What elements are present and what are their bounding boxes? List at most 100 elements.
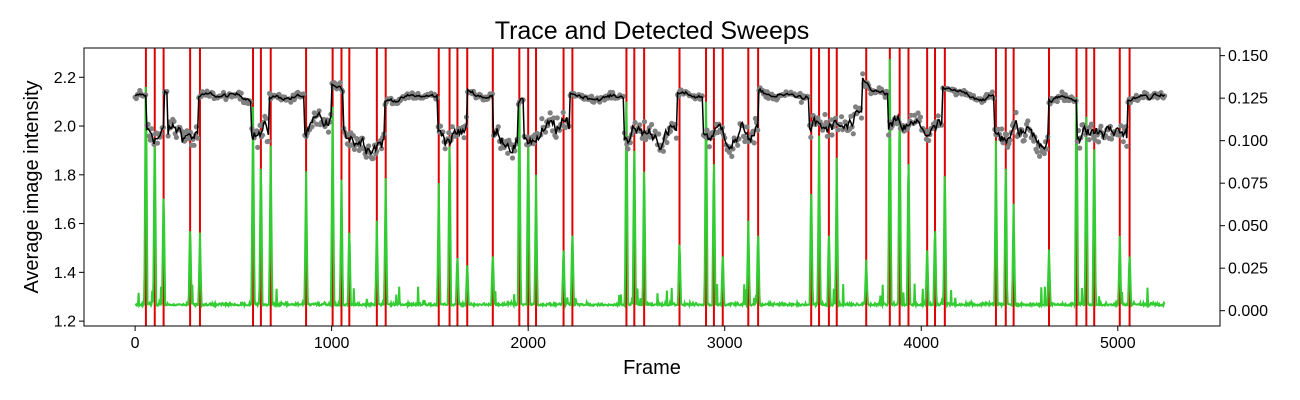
raw-point bbox=[1021, 137, 1027, 144]
raw-point bbox=[916, 118, 922, 124]
raw-point bbox=[835, 127, 841, 133]
raw-point bbox=[255, 144, 261, 150]
raw-point bbox=[263, 115, 269, 121]
raw-point bbox=[449, 124, 455, 130]
raw-point bbox=[1098, 123, 1104, 129]
raw-point bbox=[509, 155, 516, 161]
raw-point bbox=[858, 115, 865, 121]
raw-point bbox=[843, 120, 849, 126]
raw-point bbox=[495, 124, 501, 130]
raw-point bbox=[489, 91, 495, 97]
raw-point bbox=[1006, 141, 1012, 147]
y-tick-label: 1.8 bbox=[54, 167, 76, 184]
x-tick-label: 4000 bbox=[903, 335, 939, 352]
raw-point bbox=[1025, 118, 1031, 124]
raw-point bbox=[1041, 150, 1047, 157]
y2-tick-label: 0.075 bbox=[1228, 176, 1268, 193]
raw-point bbox=[805, 94, 812, 100]
y2-tick-label: 0.100 bbox=[1228, 133, 1268, 150]
raw-point bbox=[257, 122, 263, 128]
chart-title: Trace and Detected Sweeps bbox=[495, 17, 810, 45]
raw-point bbox=[850, 131, 856, 137]
x-tick-label: 3000 bbox=[707, 335, 743, 352]
raw-point bbox=[649, 121, 655, 128]
raw-point bbox=[191, 142, 197, 148]
raw-point bbox=[442, 146, 448, 152]
y-tick-label: 1.2 bbox=[54, 314, 76, 331]
y2-tick-label: 0.050 bbox=[1228, 218, 1268, 235]
raw-point bbox=[798, 99, 805, 105]
y2-tick-label: 0.125 bbox=[1228, 91, 1268, 108]
raw-point bbox=[752, 115, 759, 122]
raw-point bbox=[195, 135, 201, 141]
raw-point bbox=[173, 134, 179, 140]
raw-point bbox=[744, 124, 750, 130]
x-tick-label: 0 bbox=[131, 335, 140, 352]
raw-point bbox=[265, 138, 271, 144]
raw-point bbox=[1095, 139, 1102, 145]
raw-point bbox=[356, 147, 362, 153]
sweep-signal-line bbox=[134, 59, 1166, 310]
raw-point bbox=[1118, 123, 1124, 129]
raw-point bbox=[726, 149, 733, 155]
raw-point bbox=[505, 150, 511, 156]
raw-point bbox=[660, 148, 667, 154]
raw-point bbox=[238, 90, 244, 96]
raw-point bbox=[1037, 153, 1043, 159]
raw-point bbox=[553, 134, 559, 140]
raw-point bbox=[1120, 139, 1126, 145]
raw-point bbox=[351, 146, 357, 152]
raw-point bbox=[1158, 90, 1164, 96]
raw-point bbox=[560, 109, 566, 116]
raw-point bbox=[1086, 137, 1092, 143]
raw-point bbox=[1054, 98, 1060, 105]
y-tick-label: 1.6 bbox=[54, 216, 76, 233]
raw-point bbox=[926, 137, 932, 144]
raw-point bbox=[735, 142, 741, 148]
raw-point bbox=[1059, 89, 1065, 95]
raw-point bbox=[641, 119, 648, 125]
raw-point bbox=[1013, 109, 1019, 116]
raw-point bbox=[729, 153, 735, 159]
raw-point bbox=[370, 155, 376, 161]
raw-point bbox=[755, 127, 761, 133]
y-tick-label: 2.2 bbox=[54, 70, 76, 87]
raw-point bbox=[704, 127, 710, 133]
raw-point bbox=[539, 116, 545, 122]
raw-point bbox=[154, 140, 161, 146]
raw-point bbox=[1022, 132, 1028, 139]
y-axis-left: 1.2 1.4 1.6 1.8 2.0 2.2 bbox=[54, 70, 84, 331]
sweep-signal-series bbox=[134, 59, 1166, 310]
y2-tick-label: 0.025 bbox=[1228, 261, 1268, 278]
plot-frame bbox=[83, 47, 1221, 327]
raw-point bbox=[829, 132, 835, 138]
raw-point bbox=[886, 132, 892, 138]
raw-point bbox=[363, 154, 369, 160]
raw-point bbox=[808, 134, 814, 140]
raw-point bbox=[1124, 143, 1130, 149]
raw-point bbox=[822, 111, 828, 118]
raw-point bbox=[915, 110, 921, 116]
raw-point bbox=[547, 110, 553, 116]
raw-point bbox=[133, 95, 139, 102]
raw-point bbox=[999, 126, 1005, 132]
raw-point bbox=[824, 133, 830, 139]
raw-point bbox=[437, 123, 444, 129]
raw-point bbox=[146, 133, 152, 139]
x-tick-label: 2000 bbox=[510, 335, 546, 352]
y-axis-label: Average image intensity bbox=[21, 80, 43, 293]
raw-point bbox=[588, 93, 595, 99]
raw-point bbox=[1031, 138, 1037, 144]
raw-point bbox=[461, 135, 467, 141]
raw-point bbox=[316, 108, 322, 114]
raw-point bbox=[625, 146, 631, 152]
raw-point bbox=[706, 144, 713, 150]
x-tick-label: 1000 bbox=[314, 335, 350, 352]
raw-point bbox=[1034, 149, 1040, 155]
x-tick-label: 5000 bbox=[1100, 335, 1136, 352]
raw-point bbox=[550, 128, 556, 134]
y2-tick-label: 0.150 bbox=[1228, 48, 1268, 65]
raw-point bbox=[325, 129, 332, 135]
raw-point bbox=[1077, 145, 1083, 151]
